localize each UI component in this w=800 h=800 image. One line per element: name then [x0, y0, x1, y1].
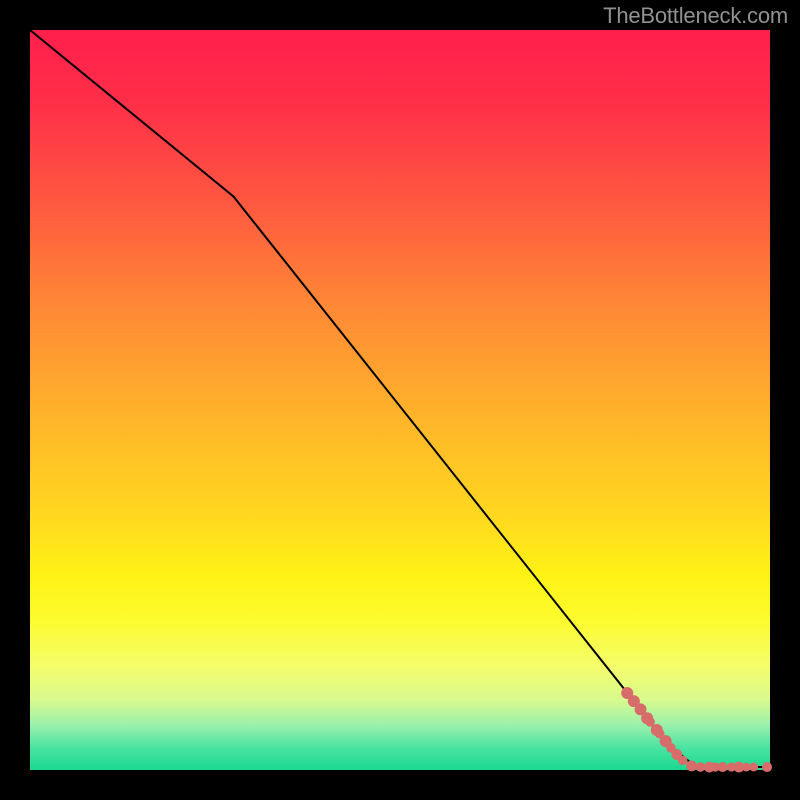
data-marker — [749, 763, 758, 772]
watermark-text: TheBottleneck.com — [603, 3, 788, 29]
data-marker — [678, 756, 688, 766]
data-marker — [718, 762, 728, 772]
chart-container: TheBottleneck.com — [0, 0, 800, 800]
data-marker — [686, 761, 697, 772]
data-marker — [696, 762, 706, 772]
plot-area — [30, 30, 770, 770]
data-marker — [762, 762, 772, 772]
chart-svg — [0, 0, 800, 800]
